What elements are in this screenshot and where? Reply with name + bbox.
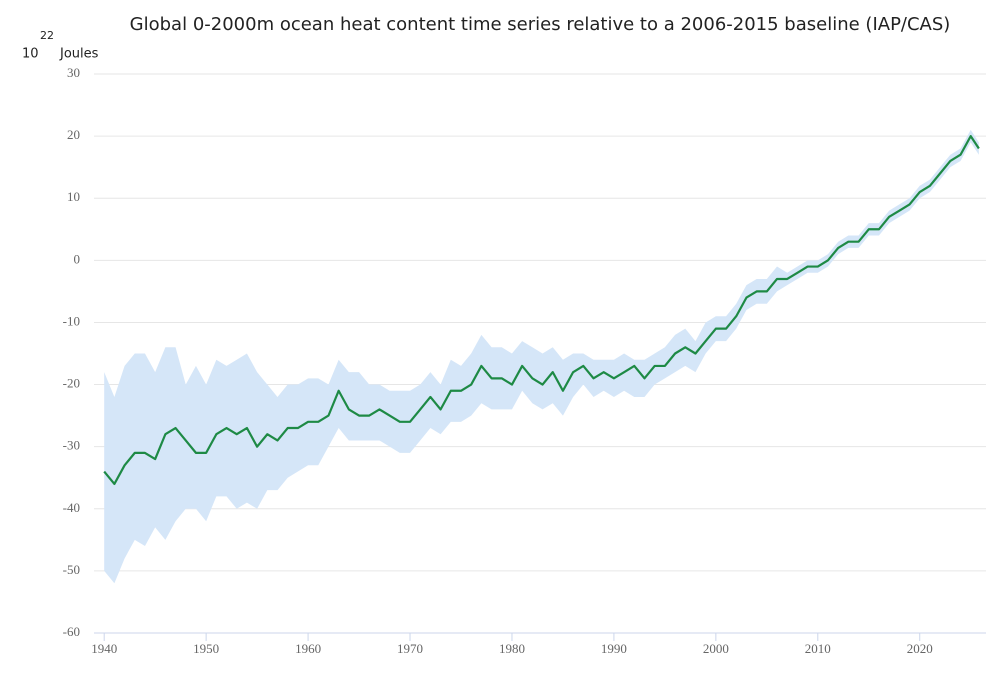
uncertainty-band [104, 129, 979, 584]
x-tick-label: 2010 [805, 641, 831, 656]
y-label-base: 10 [22, 47, 39, 62]
y-tick-label: -40 [63, 500, 80, 515]
chart-title: Global 0-2000m ocean heat content time s… [130, 14, 951, 35]
x-tick-label: 1950 [193, 641, 219, 656]
x-tick-label: 1980 [499, 641, 525, 656]
y-tick-label: -60 [63, 624, 80, 639]
x-tick-label: 1940 [91, 641, 117, 656]
x-tick-label: 2000 [703, 641, 729, 656]
y-tick-label: 30 [67, 65, 80, 80]
x-tick-label: 2020 [907, 641, 933, 656]
y-tick-label: 20 [67, 127, 80, 142]
x-tick-label: 1970 [397, 641, 423, 656]
y-tick-label: 0 [74, 251, 81, 266]
y-tick-label: -20 [63, 376, 80, 391]
x-tick-label: 1960 [295, 641, 321, 656]
data-line [103, 135, 980, 486]
y-tick-label: -30 [63, 438, 80, 453]
y-label-exponent: 22 [40, 29, 54, 42]
y-tick-label: -50 [63, 562, 80, 577]
x-tick-label: 1990 [601, 641, 627, 656]
y-label-unit: Joules [59, 47, 99, 62]
y-tick-label: 10 [67, 189, 80, 204]
y-tick-label: -10 [63, 313, 80, 328]
